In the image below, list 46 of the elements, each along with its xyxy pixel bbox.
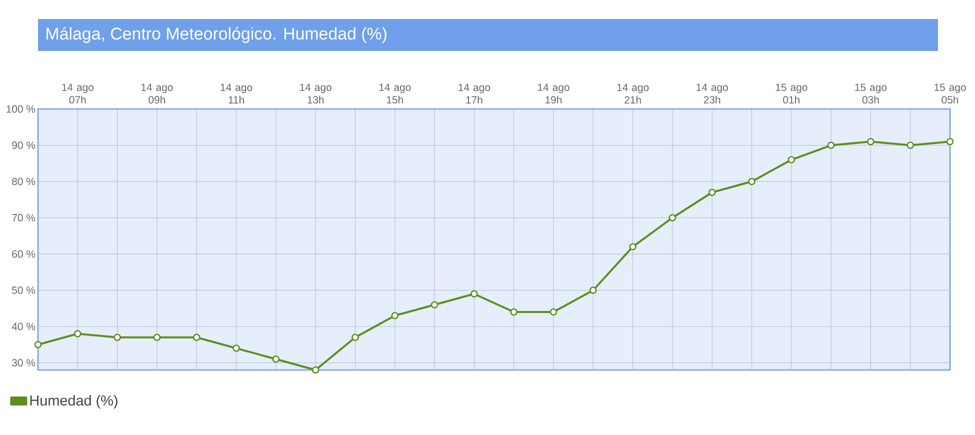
x-tick-label: 14 ago 19h — [538, 84, 570, 104]
point — [510, 308, 518, 316]
point — [192, 334, 200, 342]
point — [906, 142, 914, 149]
x-tick-label: 14 ago 07h — [62, 84, 94, 104]
point — [272, 355, 280, 363]
y-tick-label: 90 % — [12, 142, 36, 149]
y-tick-label: 50 % — [12, 286, 36, 294]
point — [550, 308, 558, 316]
y-tick-label: 60 % — [12, 250, 36, 258]
point — [708, 188, 716, 196]
point — [827, 142, 835, 149]
point — [114, 334, 121, 342]
y-tick-label: 70 % — [12, 214, 36, 222]
point — [352, 334, 359, 342]
point — [74, 330, 82, 338]
x-tick-label: 14 ago 21h — [617, 84, 649, 104]
y-tick-label: 100 % — [6, 105, 36, 113]
point — [668, 214, 676, 222]
x-tick-label: 14 ago 09h — [141, 84, 173, 104]
point — [867, 138, 874, 146]
point — [430, 301, 438, 308]
x-tick-label: 14 ago 17h — [458, 84, 490, 104]
chart-title: Málaga, Centro Meteorológico. Humedad (%) — [46, 27, 386, 43]
point — [946, 138, 954, 146]
x-tick-label: 15 ago 01h — [776, 84, 808, 104]
point — [629, 243, 636, 250]
x-tick-label: 15 ago 05h — [934, 84, 966, 104]
point — [788, 156, 796, 164]
y-tick-label: 30 % — [12, 359, 36, 366]
legend-label: Humedad (%) — [30, 395, 118, 408]
x-tick-label: 15 ago 03h — [855, 84, 887, 104]
y-tick-label: 80 % — [12, 178, 36, 186]
x-tick-label: 14 ago 13h — [300, 84, 332, 104]
point — [391, 312, 399, 320]
x-tick-label: 14 ago 11h — [220, 84, 252, 104]
point — [312, 366, 320, 374]
x-tick-label: 14 ago 15h — [379, 84, 411, 104]
point — [470, 290, 478, 298]
y-tick-label: 40 % — [12, 322, 36, 330]
x-tick-label: 14 ago 23h — [696, 84, 728, 104]
point — [153, 334, 161, 342]
point — [748, 178, 756, 186]
point — [34, 340, 42, 348]
point — [589, 286, 597, 294]
point — [232, 344, 240, 352]
